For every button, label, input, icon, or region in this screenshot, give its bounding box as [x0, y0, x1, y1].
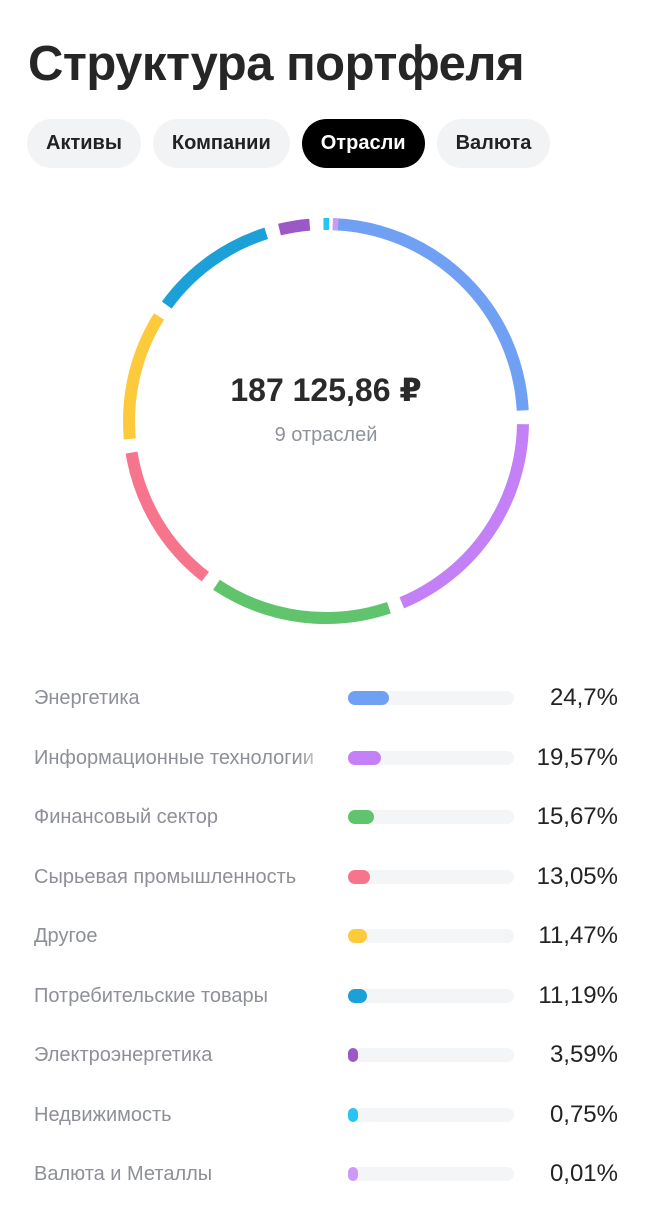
- legend-value: 24,7%: [550, 682, 618, 714]
- legend-value: 3,59%: [550, 1039, 618, 1071]
- legend-value: 11,19%: [538, 980, 618, 1012]
- legend-label: Недвижимость: [34, 1102, 334, 1128]
- legend-value: 19,57%: [537, 742, 618, 774]
- legend-value: 13,05%: [537, 861, 618, 893]
- industries-count: 9 отраслей: [126, 422, 526, 448]
- legend-label: Потребительские товары: [34, 983, 334, 1009]
- legend-bar-track: [348, 751, 514, 765]
- legend-label: Сырьевая промышленность: [34, 864, 334, 890]
- legend-row[interactable]: Финансовый сектор 15,67%: [0, 788, 646, 848]
- legend-bar-fill: [348, 1167, 358, 1181]
- donut-chart: [0, 0, 646, 660]
- legend-row[interactable]: Недвижимость 0,75%: [0, 1086, 646, 1146]
- legend-row[interactable]: Информационные технологии 19,57%: [0, 729, 646, 789]
- legend-value: 0,01%: [550, 1158, 618, 1190]
- legend-row[interactable]: Валюта и Металлы 0,01%: [0, 1145, 646, 1205]
- legend-bar-track: [348, 1048, 514, 1062]
- donut-segment[interactable]: [167, 233, 266, 305]
- legend-row[interactable]: Потребительские товары 11,19%: [0, 967, 646, 1027]
- legend-row[interactable]: Сырьевая промышленность 13,05%: [0, 848, 646, 908]
- legend-bar-fill: [348, 751, 381, 765]
- donut-center: 187 125,86 ₽ 9 отраслей: [126, 370, 526, 448]
- legend-label: Информационные технологии: [34, 745, 334, 771]
- legend-bar-track: [348, 870, 514, 884]
- legend-value: 11,47%: [538, 920, 618, 952]
- legend-label: Энергетика: [34, 685, 334, 711]
- legend-bar-fill: [348, 929, 367, 943]
- legend-bar-fill: [348, 691, 389, 705]
- legend-row[interactable]: Другое 11,47%: [0, 907, 646, 967]
- legend-bar-track: [348, 810, 514, 824]
- legend-row[interactable]: Электроэнергетика 3,59%: [0, 1026, 646, 1086]
- legend-bar-fill: [348, 1108, 358, 1122]
- legend-bar-fill: [348, 1048, 358, 1062]
- donut-segment[interactable]: [216, 585, 388, 618]
- legend-value: 15,67%: [537, 801, 618, 833]
- portfolio-total: 187 125,86 ₽: [126, 370, 526, 410]
- legend-value: 0,75%: [550, 1099, 618, 1131]
- donut-segment[interactable]: [402, 424, 523, 603]
- donut-segment[interactable]: [279, 225, 309, 230]
- legend-bar-track: [348, 929, 514, 943]
- legend-bar-track: [348, 989, 514, 1003]
- legend-bar-track: [348, 1108, 514, 1122]
- legend-bar-fill: [348, 810, 374, 824]
- legend-label: Другое: [34, 923, 334, 949]
- legend-bar-track: [348, 691, 514, 705]
- legend-row[interactable]: Энергетика 24,7%: [0, 669, 646, 729]
- legend-bar-track: [348, 1167, 514, 1181]
- legend-bar-fill: [348, 870, 370, 884]
- donut-segment[interactable]: [132, 453, 206, 577]
- legend-bar-fill: [348, 989, 367, 1003]
- industry-legend: Энергетика 24,7% Информационные технологии…: [0, 669, 646, 1205]
- legend-label: Финансовый сектор: [34, 804, 334, 830]
- legend-label: Электроэнергетика: [34, 1042, 334, 1068]
- legend-label: Валюта и Металлы: [34, 1161, 334, 1187]
